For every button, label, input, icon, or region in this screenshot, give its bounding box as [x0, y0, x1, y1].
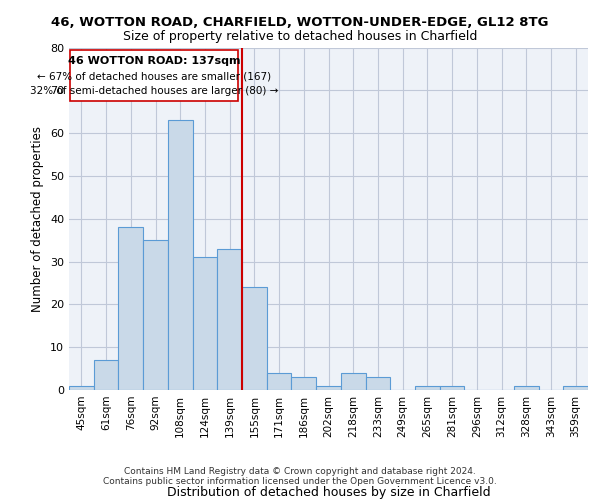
Text: 46, WOTTON ROAD, CHARFIELD, WOTTON-UNDER-EDGE, GL12 8TG: 46, WOTTON ROAD, CHARFIELD, WOTTON-UNDER… — [51, 16, 549, 29]
Bar — [118, 228, 143, 390]
Bar — [168, 120, 193, 390]
Text: 46 WOTTON ROAD: 137sqm: 46 WOTTON ROAD: 137sqm — [68, 56, 241, 66]
Bar — [292, 377, 316, 390]
Bar — [514, 386, 539, 390]
Bar — [341, 373, 365, 390]
Bar — [94, 360, 118, 390]
Bar — [316, 386, 341, 390]
Text: Size of property relative to detached houses in Charfield: Size of property relative to detached ho… — [123, 30, 477, 43]
Text: 32% of semi-detached houses are larger (80) →: 32% of semi-detached houses are larger (… — [30, 86, 278, 96]
Bar — [415, 386, 440, 390]
Bar — [267, 373, 292, 390]
Text: Contains HM Land Registry data © Crown copyright and database right 2024.: Contains HM Land Registry data © Crown c… — [124, 467, 476, 476]
Y-axis label: Number of detached properties: Number of detached properties — [31, 126, 44, 312]
Bar — [143, 240, 168, 390]
Bar — [69, 386, 94, 390]
Bar — [217, 248, 242, 390]
Text: Contains public sector information licensed under the Open Government Licence v3: Contains public sector information licen… — [103, 477, 497, 486]
Text: ← 67% of detached houses are smaller (167): ← 67% of detached houses are smaller (16… — [37, 71, 271, 81]
Bar — [193, 258, 217, 390]
Bar — [440, 386, 464, 390]
Bar — [563, 386, 588, 390]
FancyBboxPatch shape — [70, 50, 238, 101]
Bar — [365, 377, 390, 390]
Bar — [242, 287, 267, 390]
X-axis label: Distribution of detached houses by size in Charfield: Distribution of detached houses by size … — [167, 486, 490, 498]
